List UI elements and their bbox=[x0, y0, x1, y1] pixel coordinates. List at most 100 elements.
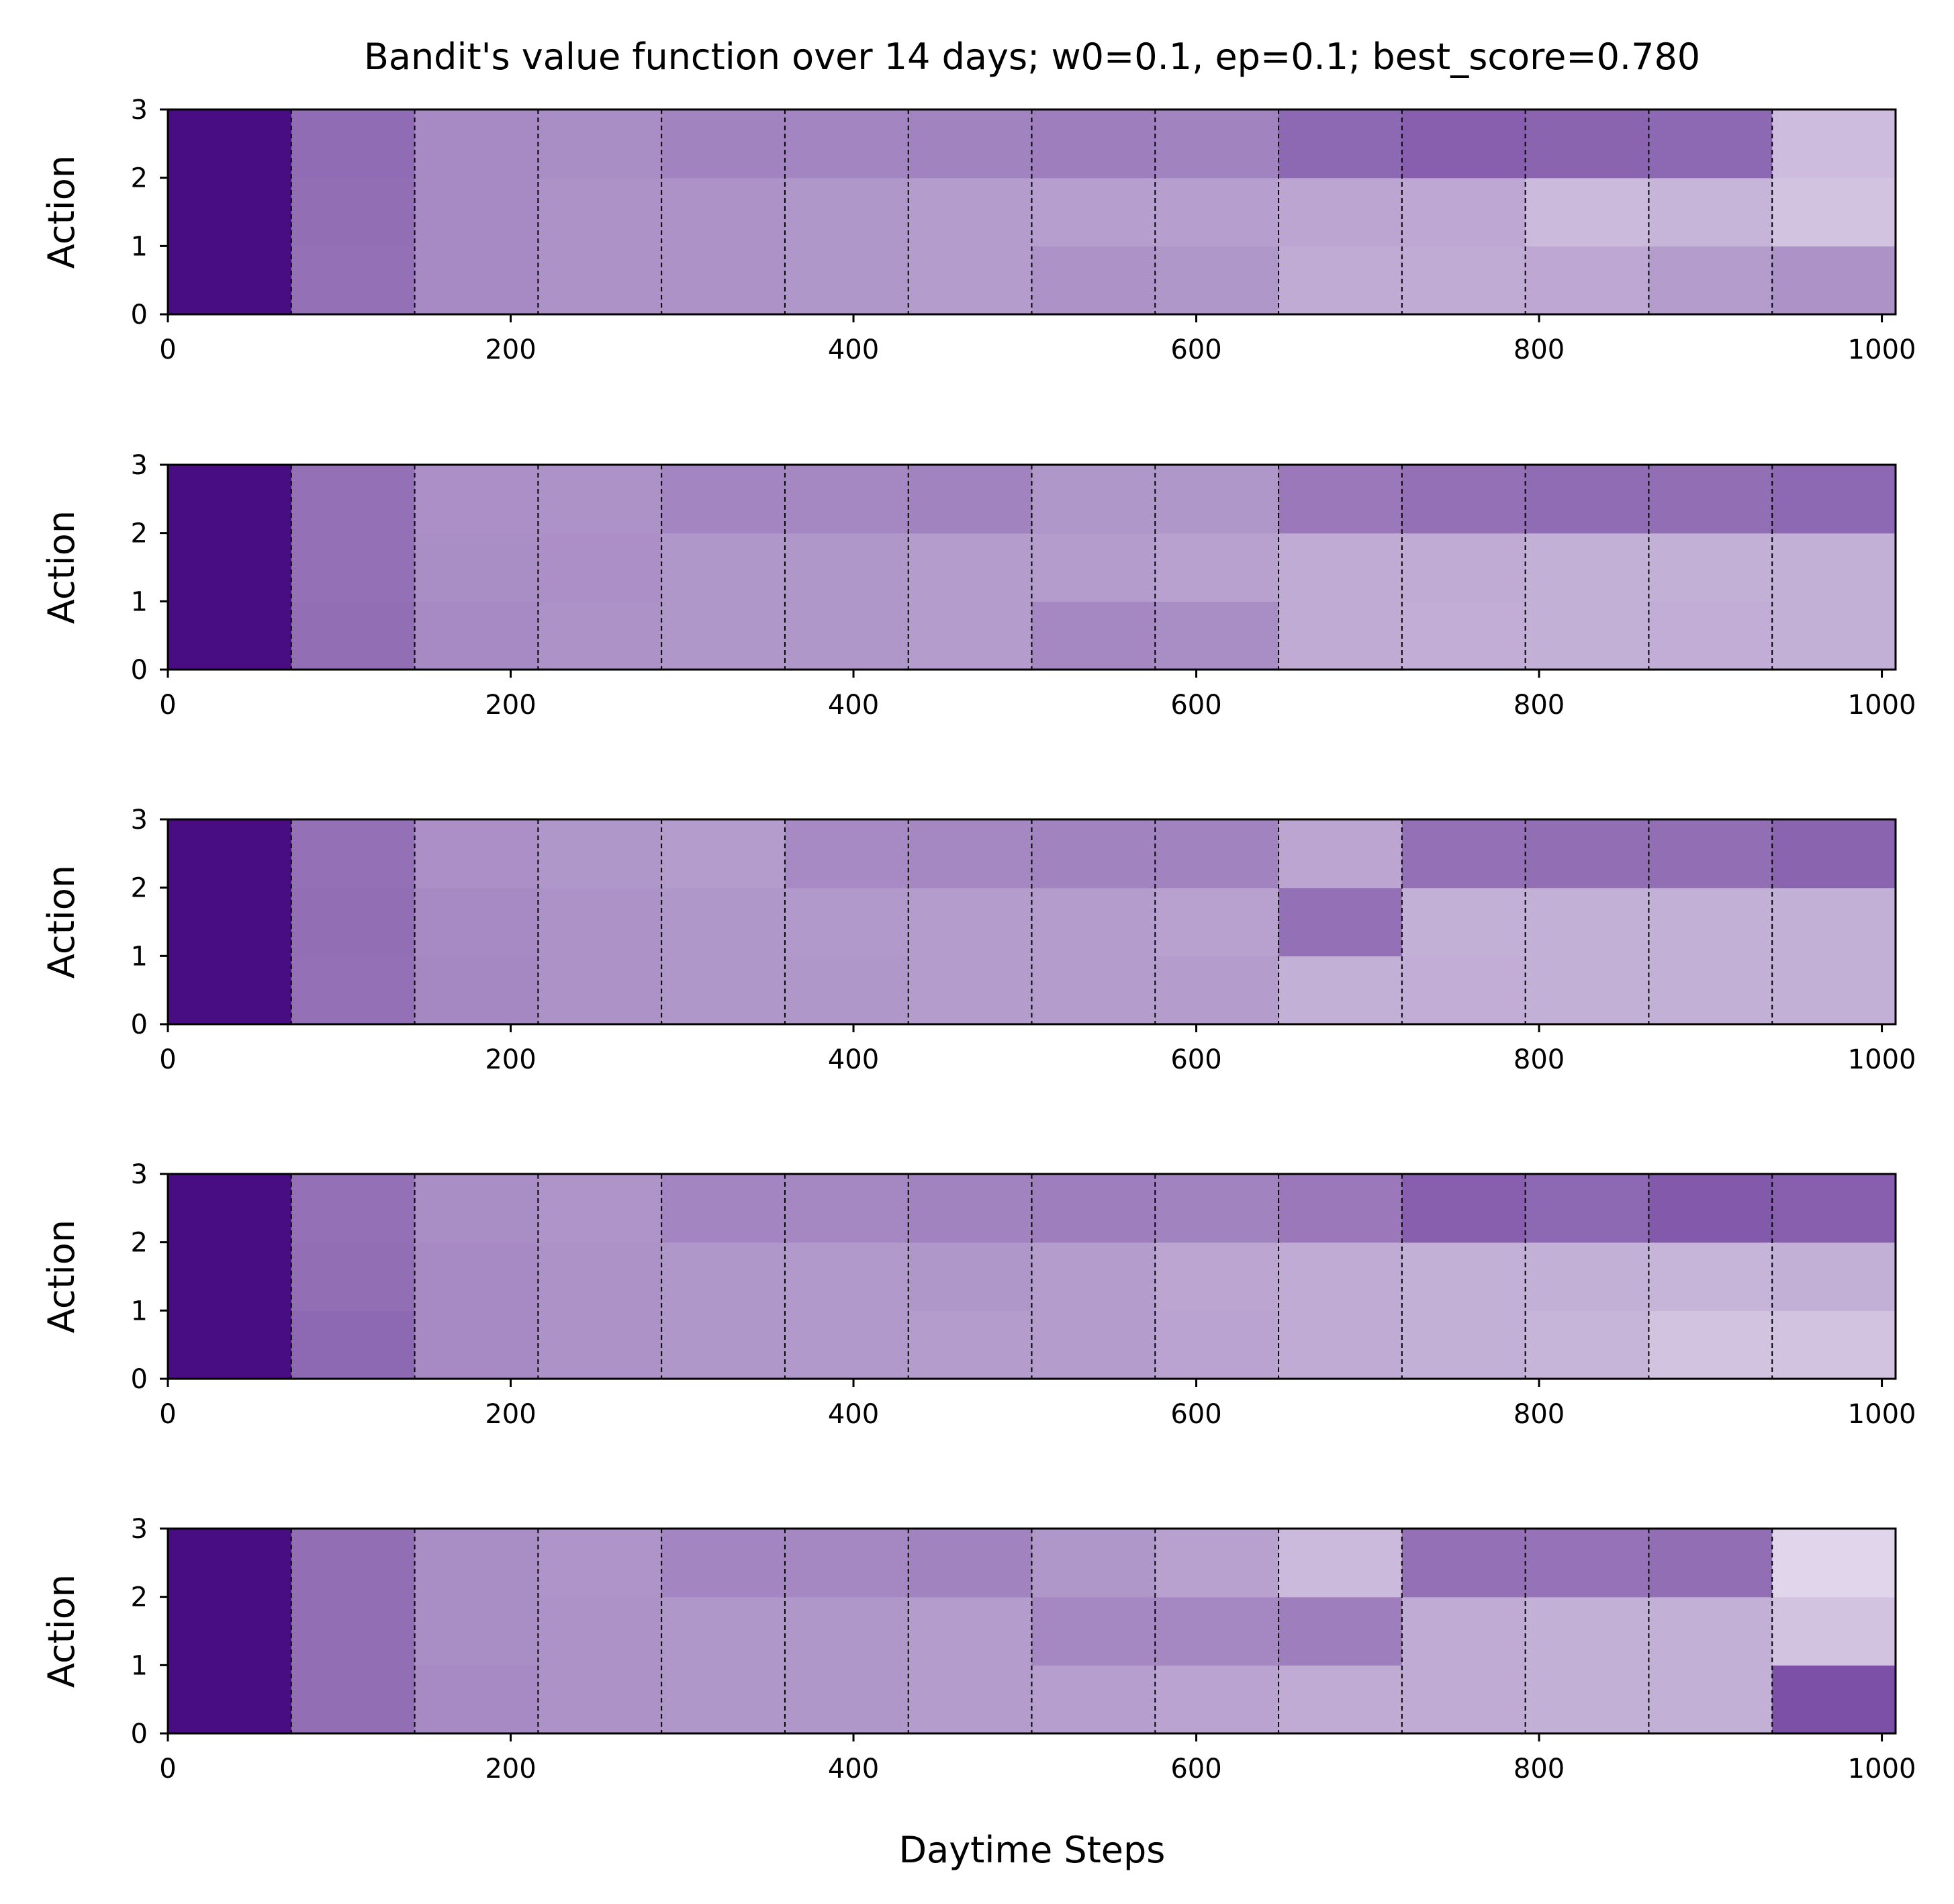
x-tick-label: 1000 bbox=[1848, 690, 1916, 721]
heatmap-cell bbox=[661, 1242, 786, 1311]
heatmap-cell bbox=[1401, 601, 1526, 670]
heatmap-cell bbox=[1525, 246, 1650, 315]
heatmap-cell bbox=[908, 465, 1033, 534]
heatmap-cell bbox=[784, 246, 909, 315]
heatmap-cell bbox=[1525, 465, 1650, 534]
x-tick-label: 200 bbox=[485, 1044, 536, 1075]
heatmap-cell bbox=[291, 601, 416, 670]
heatmap-cell bbox=[1525, 1242, 1650, 1311]
heatmap-cell bbox=[1772, 956, 1896, 1025]
heatmap-cell bbox=[908, 887, 1033, 956]
heatmap-cell bbox=[538, 177, 662, 246]
x-tick-label: 600 bbox=[1170, 334, 1221, 365]
heatmap-cell bbox=[1155, 177, 1279, 246]
heatmap-cell bbox=[1401, 533, 1526, 602]
heatmap-cell bbox=[414, 1174, 539, 1243]
heatmap-cell bbox=[1278, 465, 1403, 534]
heatmap-cell bbox=[291, 246, 416, 315]
heatmap-cell bbox=[1031, 601, 1156, 670]
y-tick-label: 2 bbox=[131, 163, 148, 194]
heatmap-cell bbox=[1401, 956, 1526, 1025]
heatmap-cell bbox=[1031, 1242, 1156, 1311]
heatmap-cell bbox=[1155, 1665, 1279, 1734]
heatmap-cell bbox=[1401, 819, 1526, 889]
heatmap-cell bbox=[291, 819, 416, 889]
heatmap-cell bbox=[1401, 1174, 1526, 1243]
heatmap-cell bbox=[1772, 533, 1896, 602]
heatmap-cell bbox=[1155, 533, 1279, 602]
heatmap-cell bbox=[661, 1529, 786, 1598]
heatmap-cell bbox=[908, 1529, 1033, 1598]
heatmap-cell bbox=[784, 1174, 909, 1243]
heatmap-cell bbox=[1772, 601, 1896, 670]
heatmap-cell bbox=[1278, 1596, 1403, 1666]
heatmap-cell bbox=[1031, 177, 1156, 246]
heatmap-cell bbox=[784, 177, 909, 246]
heatmap-cell bbox=[168, 1665, 292, 1734]
heatmap-cell bbox=[1401, 887, 1526, 956]
heatmap-cell bbox=[1155, 819, 1279, 889]
x-tick-label: 800 bbox=[1514, 334, 1565, 365]
heatmap-cell bbox=[414, 1310, 539, 1379]
y-tick-label: 1 bbox=[131, 941, 148, 972]
y-axis-label: Action bbox=[40, 865, 83, 979]
heatmap-cell bbox=[1401, 109, 1526, 179]
heatmap-cell bbox=[538, 819, 662, 889]
heatmap-cell bbox=[414, 887, 539, 956]
heatmap-cell bbox=[1648, 109, 1773, 179]
heatmap-cell bbox=[1648, 956, 1773, 1025]
heatmap-cell bbox=[1772, 1310, 1896, 1379]
heatmap-cell bbox=[1772, 1174, 1896, 1243]
x-tick-label: 600 bbox=[1170, 690, 1221, 721]
heatmap-cell bbox=[1031, 956, 1156, 1025]
x-tick-label: 600 bbox=[1170, 1399, 1221, 1430]
heatmap-panel: 0 200 400 600 800 1000 0 1 2 3 Action bbox=[40, 95, 1916, 365]
heatmap-cell bbox=[291, 533, 416, 602]
x-tick-label: 800 bbox=[1514, 1754, 1565, 1784]
heatmap-cell bbox=[784, 956, 909, 1025]
y-tick-label: 2 bbox=[131, 1228, 148, 1259]
heatmap-cell bbox=[1278, 533, 1403, 602]
heatmap-cell bbox=[1772, 819, 1896, 889]
heatmap-cell bbox=[538, 1310, 662, 1379]
heatmap-cell bbox=[414, 1665, 539, 1734]
heatmap-cell bbox=[414, 533, 539, 602]
heatmap-cell bbox=[661, 109, 786, 179]
heatmap-cell bbox=[1401, 1596, 1526, 1666]
x-tick-label: 800 bbox=[1514, 1044, 1565, 1075]
heatmap-cell bbox=[908, 1174, 1033, 1243]
heatmap-cell bbox=[168, 601, 292, 670]
heatmap-cell bbox=[291, 1174, 416, 1243]
heatmap-cell bbox=[1525, 533, 1650, 602]
heatmap-cell bbox=[1648, 1596, 1773, 1666]
heatmap-cell bbox=[1155, 109, 1279, 179]
heatmap-cell bbox=[1648, 465, 1773, 534]
y-axis-label: Action bbox=[40, 510, 83, 624]
heatmap-cell bbox=[1772, 887, 1896, 956]
heatmap-cell bbox=[908, 246, 1033, 315]
x-tick-label: 800 bbox=[1514, 1399, 1565, 1430]
y-axis-label: Action bbox=[40, 155, 83, 269]
heatmap-cell bbox=[908, 177, 1033, 246]
x-tick-label: 200 bbox=[485, 334, 536, 365]
heatmap-cell bbox=[538, 1596, 662, 1666]
heatmap-panel: 0 200 400 600 800 1000 0 1 2 3 Action bbox=[40, 1514, 1916, 1784]
heatmap-cell bbox=[908, 1665, 1033, 1734]
y-tick-label: 3 bbox=[131, 1514, 148, 1545]
heatmap-cell bbox=[1278, 1174, 1403, 1243]
heatmap-cell bbox=[784, 1665, 909, 1734]
x-tick-label: 0 bbox=[159, 1044, 176, 1075]
heatmap-panel: 0 200 400 600 800 1000 0 1 2 3 Action bbox=[40, 805, 1916, 1075]
heatmap-cell bbox=[784, 533, 909, 602]
heatmap-cell bbox=[1278, 819, 1403, 889]
heatmap-cell bbox=[1278, 601, 1403, 670]
heatmap-cell bbox=[661, 1665, 786, 1734]
heatmap-cell bbox=[1648, 601, 1773, 670]
heatmap-cell bbox=[661, 246, 786, 315]
heatmap-cell bbox=[1031, 1665, 1156, 1734]
heatmap-cell bbox=[1031, 887, 1156, 956]
heatmap-cell bbox=[1278, 1665, 1403, 1734]
heatmap-cell bbox=[661, 819, 786, 889]
heatmap-cell bbox=[1031, 1174, 1156, 1243]
